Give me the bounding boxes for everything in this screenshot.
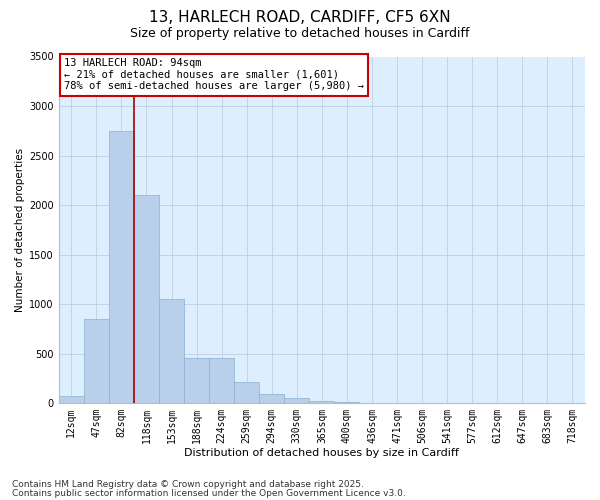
Bar xyxy=(159,299,184,403)
Text: 13 HARLECH ROAD: 94sqm
← 21% of detached houses are smaller (1,601)
78% of semi-: 13 HARLECH ROAD: 94sqm ← 21% of detached… xyxy=(64,58,364,92)
Text: Contains public sector information licensed under the Open Government Licence v3: Contains public sector information licen… xyxy=(12,488,406,498)
Bar xyxy=(259,394,284,403)
Bar xyxy=(310,400,334,403)
Bar xyxy=(84,319,109,403)
Bar xyxy=(234,382,259,403)
Text: Contains HM Land Registry data © Crown copyright and database right 2025.: Contains HM Land Registry data © Crown c… xyxy=(12,480,364,489)
Bar xyxy=(284,398,310,403)
X-axis label: Distribution of detached houses by size in Cardiff: Distribution of detached houses by size … xyxy=(184,448,460,458)
Text: Size of property relative to detached houses in Cardiff: Size of property relative to detached ho… xyxy=(130,28,470,40)
Bar xyxy=(184,358,209,403)
Y-axis label: Number of detached properties: Number of detached properties xyxy=(15,148,25,312)
Bar xyxy=(209,358,234,403)
Bar xyxy=(109,131,134,403)
Bar xyxy=(134,195,159,403)
Bar xyxy=(334,402,359,403)
Bar xyxy=(59,396,84,403)
Text: 13, HARLECH ROAD, CARDIFF, CF5 6XN: 13, HARLECH ROAD, CARDIFF, CF5 6XN xyxy=(149,10,451,25)
